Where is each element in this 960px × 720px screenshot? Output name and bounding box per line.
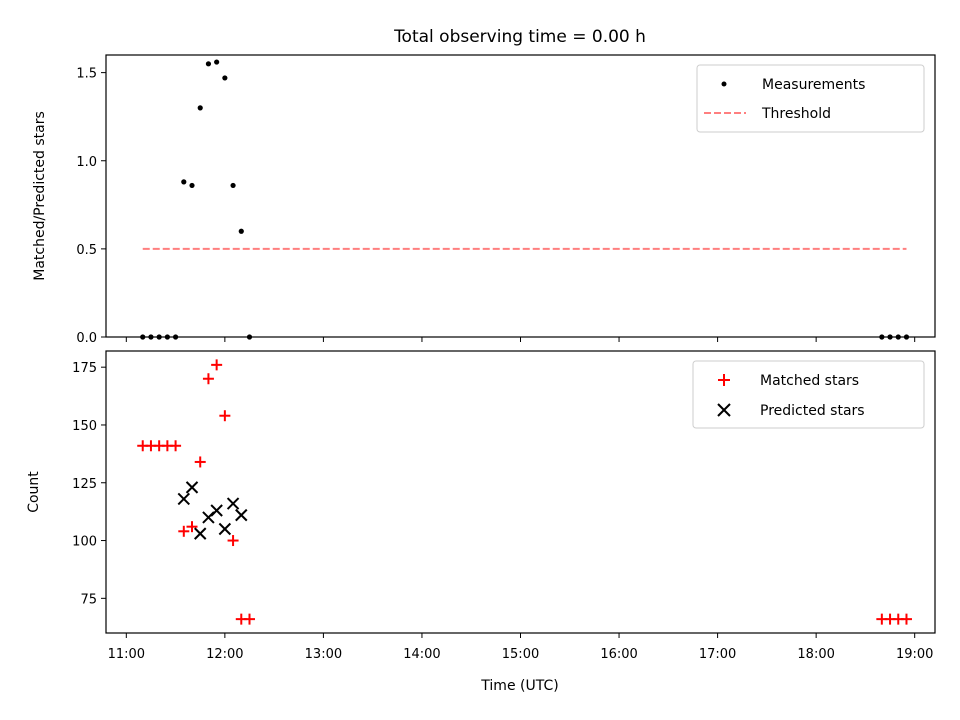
matched-star-point	[194, 456, 206, 468]
x-tick-label: 17:00	[699, 647, 736, 662]
predicted-star-point	[194, 527, 207, 540]
legend-predicted-marker	[717, 403, 731, 417]
legend-threshold-label: Threshold	[761, 106, 831, 122]
top-legend: Measurements Threshold	[696, 64, 925, 133]
matched-star-point	[211, 359, 223, 371]
bottom-y-tick-label: 100	[72, 535, 97, 550]
matched-star-point	[243, 613, 255, 625]
x-tick-label: 18:00	[797, 647, 834, 662]
x-tick-label: 12:00	[206, 647, 243, 662]
measurement-point	[205, 61, 212, 67]
x-tick-label: 13:00	[305, 647, 342, 662]
measurement-point	[214, 59, 220, 65]
legend-measurements-marker	[721, 81, 727, 87]
matched-star-point	[186, 521, 198, 533]
measurement-point	[230, 182, 236, 189]
measurement-point	[238, 228, 244, 234]
predicted-star-point	[210, 504, 223, 517]
measurement-point	[197, 105, 203, 111]
top-panel: 0.0 0.5 1.0 1.5 Matched/Predicted stars Mea…	[32, 54, 936, 346]
legend-predicted-label: Predicted stars	[760, 403, 865, 419]
top-y-axis-label: Matched/Predicted stars	[32, 111, 48, 281]
bottom-plot-area	[137, 359, 912, 625]
bottom-y-tick-label: 75	[80, 592, 97, 607]
matched-star-point	[219, 410, 231, 422]
matched-star-point	[202, 373, 214, 385]
top-y-tick-label: 1.5	[76, 67, 97, 82]
top-y-tick-label: 1.0	[76, 155, 97, 170]
matched-star-point	[178, 525, 190, 537]
predicted-star-point	[226, 497, 240, 510]
predicted-star-point	[177, 492, 191, 506]
measurement-point	[181, 179, 187, 185]
x-axis-label: Time (UTC)	[480, 678, 558, 694]
x-tick-label: 11:00	[108, 647, 145, 662]
bottom-y-tick-label: 150	[72, 419, 97, 434]
legend-matched-label: Matched stars	[760, 373, 859, 389]
x-tick-label: 15:00	[502, 647, 539, 662]
bottom-y-tick-label: 125	[72, 477, 97, 492]
bottom-legend: Matched stars Predicted stars	[692, 360, 925, 429]
measurement-point	[189, 182, 195, 189]
top-y-tick-label: 0.0	[76, 331, 97, 346]
top-x-axis	[125, 337, 916, 342]
legend-matched-marker	[718, 374, 730, 386]
bottom-panel: 75 100 125 150 175 11:00 12:00 13:00 14:00 15:00…	[26, 350, 936, 694]
x-tick-label: 19:00	[896, 647, 933, 662]
matched-star-point	[900, 613, 912, 625]
bottom-y-axis-label: Count	[26, 471, 42, 513]
bottom-y-tick-label: 175	[72, 361, 97, 376]
top-y-axis: 0.0 0.5 1.0 1.5	[76, 67, 106, 346]
predicted-star-point	[185, 481, 199, 494]
predicted-star-point	[235, 508, 248, 522]
legend-measurements-label: Measurements	[762, 77, 865, 93]
predicted-star-point	[218, 522, 232, 536]
bottom-x-axis: 11:00 12:00 13:00 14:00 15:00 16:00 17:00 18:00…	[108, 633, 933, 662]
bottom-y-axis: 75 100 125 150 175	[72, 361, 106, 607]
x-tick-label: 14:00	[403, 647, 440, 662]
top-plot-area	[140, 59, 910, 340]
top-y-tick-label: 0.5	[76, 243, 97, 258]
matched-star-point	[170, 440, 182, 452]
x-tick-label: 16:00	[600, 647, 637, 662]
chart-title: Total observing time = 0.00 h	[393, 27, 646, 47]
matched-star-point	[227, 535, 239, 547]
measurement-point	[222, 75, 228, 81]
